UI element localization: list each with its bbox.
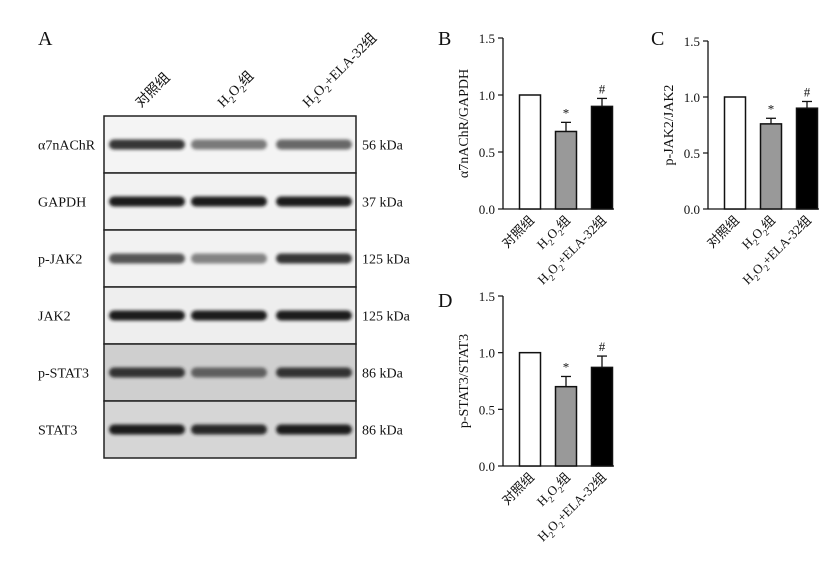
- bar-chart-b: 0.00.51.01.5α7nAChR/GAPDH对照组*H2​O2​组#H2​…: [457, 31, 614, 290]
- x-tick-label: H2​O2​+ELA-32组: [534, 213, 611, 290]
- blot-band: [191, 424, 267, 435]
- blot-size-label: 125 kDa: [362, 310, 411, 325]
- significance-marker: *: [768, 101, 775, 116]
- y-tick-label: 0.5: [479, 145, 495, 160]
- blot-band: [109, 253, 185, 264]
- blot-protein-label: GAPDH: [38, 196, 86, 211]
- y-tick-label: 0.0: [684, 202, 700, 217]
- blot-band: [109, 310, 185, 321]
- y-axis-label: α7nAChR/GAPDH: [457, 69, 472, 178]
- blot-band: [191, 253, 267, 264]
- blot-size-label: 125 kDa: [362, 253, 411, 268]
- blot-lane-label: H2​O2​+ELA-32组: [300, 30, 383, 113]
- x-tick-label: H2​O2​+ELA-32组: [739, 213, 816, 290]
- blot-protein-label: p-STAT3: [38, 367, 89, 382]
- blot-lane-label: H2​O2​组: [215, 68, 260, 113]
- significance-marker: #: [804, 84, 811, 99]
- y-axis-label: p-JAK2/JAK2: [662, 85, 677, 166]
- blot-protein-label: JAK2: [38, 310, 71, 325]
- bar: [795, 107, 819, 210]
- bar: [590, 366, 614, 467]
- bar: [590, 105, 614, 210]
- y-tick-label: 0.5: [684, 146, 700, 161]
- blot-size-label: 86 kDa: [362, 424, 404, 439]
- y-axis-label: p-STAT3/STAT3: [457, 334, 472, 428]
- x-tick-label: 对照组: [499, 470, 537, 508]
- blot-size-label: 37 kDa: [362, 196, 404, 211]
- blot-size-label: 56 kDa: [362, 139, 404, 154]
- bar: [759, 123, 783, 210]
- blot-band: [276, 139, 352, 150]
- blot-protein-label: α7nAChR: [38, 139, 96, 154]
- bar-chart-d: 0.00.51.01.5p-STAT3/STAT3对照组*H2​O2​组#H2​…: [457, 289, 614, 547]
- significance-marker: #: [599, 81, 606, 96]
- blot-band: [191, 367, 267, 378]
- y-tick-label: 1.5: [684, 34, 700, 49]
- bar: [723, 96, 747, 210]
- blot-band: [191, 310, 267, 321]
- y-tick-label: 1.0: [479, 88, 495, 103]
- bar: [554, 130, 578, 210]
- blot-lane-label: 对照组: [133, 70, 174, 111]
- significance-marker: *: [563, 359, 570, 374]
- panel-label-b: B: [438, 28, 451, 50]
- panel-label-a: A: [38, 28, 53, 50]
- blot-band: [109, 139, 185, 150]
- blot-protein-label: STAT3: [38, 424, 77, 439]
- panel-label-d: D: [438, 290, 452, 312]
- blot-band: [276, 310, 352, 321]
- blot-band: [276, 253, 352, 264]
- x-tick-label: H2​O2​组: [739, 213, 781, 255]
- bar: [518, 351, 542, 467]
- bar: [554, 385, 578, 467]
- x-tick-label: H2​O2​+ELA-32组: [534, 470, 611, 547]
- blot-band: [109, 424, 185, 435]
- bar-chart-c: 0.0 0.5 1.0 1.5 p-JAK2/JAK2 对照组 * H2​O2​组 # H2​O2…: [662, 34, 819, 290]
- blot-band: [191, 139, 267, 150]
- y-tick-label: 1.0: [684, 90, 700, 105]
- blot-size-label: 86 kDa: [362, 367, 404, 382]
- x-tick-label: 对照组: [499, 213, 537, 251]
- y-tick-label: 0.0: [479, 202, 495, 217]
- blot-band: [191, 196, 267, 207]
- y-tick-label: 0.0: [479, 459, 495, 474]
- y-tick-label: 0.5: [479, 402, 495, 417]
- x-tick-label: 对照组: [704, 213, 742, 251]
- blot-band: [276, 367, 352, 378]
- bar: [518, 94, 542, 210]
- blot-band: [109, 367, 185, 378]
- significance-marker: #: [599, 339, 606, 354]
- western-blot-panel: 对照组 H2​O2​组 H2​O2​+ELA-32组 α7nAChR 56 kDa GAP…: [38, 30, 411, 459]
- y-tick-label: 1.5: [479, 289, 495, 304]
- blot-band: [109, 196, 185, 207]
- y-tick-label: 1.5: [479, 31, 495, 46]
- significance-marker: *: [563, 105, 570, 120]
- blot-protein-label: p-JAK2: [38, 253, 82, 268]
- panel-label-c: C: [651, 28, 664, 50]
- blot-band: [276, 196, 352, 207]
- blot-band: [276, 424, 352, 435]
- y-tick-label: 1.0: [479, 346, 495, 361]
